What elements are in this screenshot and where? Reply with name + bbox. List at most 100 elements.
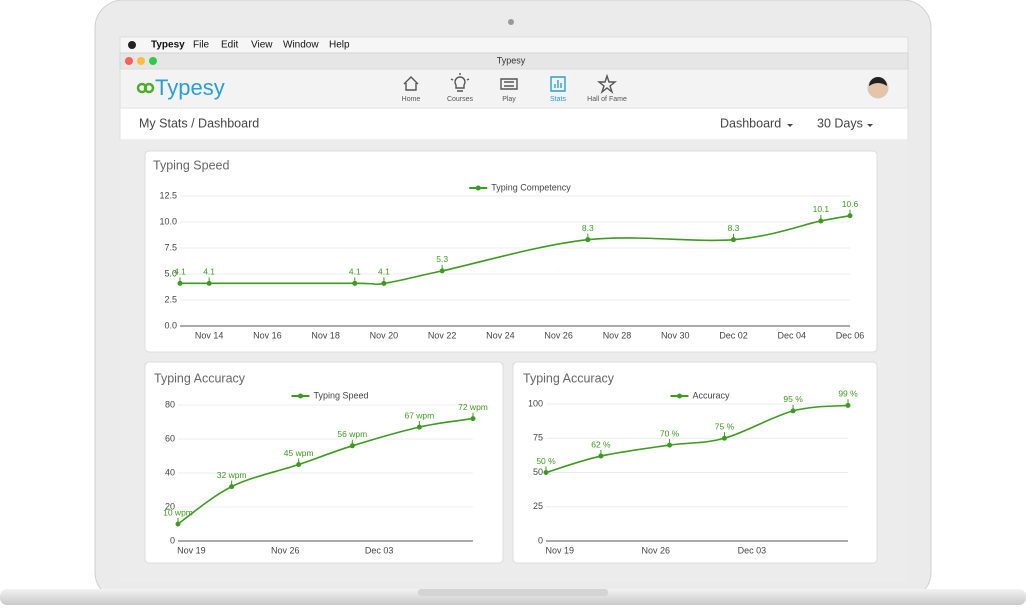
series-line	[545, 404, 849, 474]
data-point	[352, 280, 358, 286]
nav-icons	[403, 73, 617, 95]
data-label: 75 %	[715, 422, 735, 432]
data-point	[416, 424, 422, 430]
menu-item[interactable]: Edit	[221, 40, 238, 51]
legend-label: Typing Speed	[313, 390, 368, 400]
stats-icon	[550, 76, 566, 92]
y-tick-label: 5.0	[164, 268, 177, 278]
x-tick-label: Dec 04	[777, 330, 806, 340]
data-point	[730, 237, 736, 243]
menu-item[interactable]: File	[193, 40, 210, 51]
data-point	[818, 218, 824, 224]
logo-text[interactable]: Typesy	[155, 75, 225, 100]
y-tick-label: 75	[533, 433, 543, 443]
data-label: 8.3	[582, 223, 594, 233]
data-point	[470, 416, 476, 422]
y-tick-label: 12.5	[159, 190, 177, 200]
data-point	[439, 268, 445, 274]
close-button[interactable]	[125, 57, 133, 65]
data-point	[790, 408, 796, 414]
y-tick-label: 100	[528, 398, 543, 408]
minimize-button[interactable]	[137, 57, 145, 65]
logo-icon	[136, 82, 155, 94]
x-tick-label: Nov 24	[486, 330, 515, 340]
data-point	[229, 484, 235, 490]
menu-item[interactable]: View	[251, 40, 273, 51]
x-tick-label: Nov 14	[195, 330, 224, 340]
x-tick-label: Dec 02	[719, 330, 748, 340]
nav-label[interactable]: Stats	[550, 96, 566, 103]
x-tick-label: Nov 18	[311, 330, 340, 340]
data-label: 67 wpm	[404, 410, 434, 420]
data-label: 10.6	[842, 199, 859, 209]
zoom-button[interactable]	[149, 57, 157, 65]
x-tick-label: Dec 03	[365, 545, 394, 555]
y-tick-label: 40	[165, 467, 175, 477]
nav-label[interactable]: Courses	[447, 96, 474, 103]
data-label: 32 wpm	[217, 470, 247, 480]
data-label: 70 %	[660, 428, 680, 438]
y-tick-label: 0	[538, 535, 543, 545]
apple-icon	[128, 41, 136, 49]
data-label: 4.1	[174, 267, 186, 277]
menu-item[interactable]: Help	[329, 40, 350, 51]
data-point	[349, 443, 355, 449]
home-icon	[403, 76, 419, 91]
legend-label: Typing Competency	[491, 182, 571, 192]
y-tick-label: 20	[165, 501, 175, 511]
star-icon	[597, 73, 617, 95]
data-label: 8.3	[728, 223, 740, 233]
data-point	[543, 470, 549, 475]
chart-title: Typing Accuracy	[154, 371, 246, 385]
breadcrumb: My Stats / Dashboard	[139, 116, 259, 130]
x-tick-label: Nov 30	[661, 330, 690, 340]
dropdown[interactable]: 30 Days	[817, 116, 863, 130]
nav-label[interactable]: Home	[402, 96, 421, 103]
chart-card	[144, 150, 878, 353]
x-tick-label: Nov 22	[428, 330, 457, 340]
laptop-base	[0, 589, 1026, 605]
data-label: 5.3	[436, 254, 448, 264]
camera	[508, 19, 514, 25]
data-label: 45 wpm	[284, 448, 314, 458]
window-title: Typesy	[497, 55, 526, 65]
data-point	[845, 402, 851, 408]
chart-title: Typing Accuracy	[523, 371, 615, 385]
x-tick-label: Nov 26	[271, 545, 300, 555]
nav-label[interactable]: Hall of Fame	[587, 96, 627, 103]
y-tick-label: 60	[165, 433, 175, 443]
x-tick-label: Dec 03	[738, 545, 767, 555]
bulb-icon	[450, 73, 470, 92]
data-point	[177, 280, 183, 286]
menu-item[interactable]: Typesy	[151, 40, 185, 51]
data-label: 10 wpm	[163, 507, 193, 517]
nav-label[interactable]: Play	[502, 96, 516, 103]
menu-item[interactable]: Window	[283, 40, 319, 51]
data-label: 4.1	[203, 267, 215, 277]
data-label: 99 %	[838, 389, 858, 399]
dropdown[interactable]: Dashboard	[720, 116, 781, 130]
data-label: 4.1	[378, 267, 390, 277]
chart-card	[512, 361, 878, 564]
legend-marker	[297, 393, 303, 399]
caret	[787, 124, 793, 127]
data-point	[847, 213, 853, 219]
chart-card	[144, 361, 504, 564]
data-point	[296, 462, 302, 467]
legend-marker	[676, 393, 682, 399]
x-tick-label: Dec 06	[836, 330, 865, 340]
chart-title: Typing Speed	[153, 158, 229, 172]
laptop-notch	[418, 589, 608, 596]
data-point	[598, 453, 604, 459]
sub-header	[119, 107, 909, 141]
avatar-hair	[869, 77, 887, 86]
data-label: 10.1	[813, 204, 830, 214]
series-line	[180, 214, 851, 286]
data-point	[585, 237, 591, 243]
x-tick-label: Nov 26	[642, 545, 671, 555]
y-tick-label: 10.0	[159, 216, 177, 226]
data-label: 72 wpm	[458, 402, 488, 412]
data-point	[175, 521, 181, 527]
